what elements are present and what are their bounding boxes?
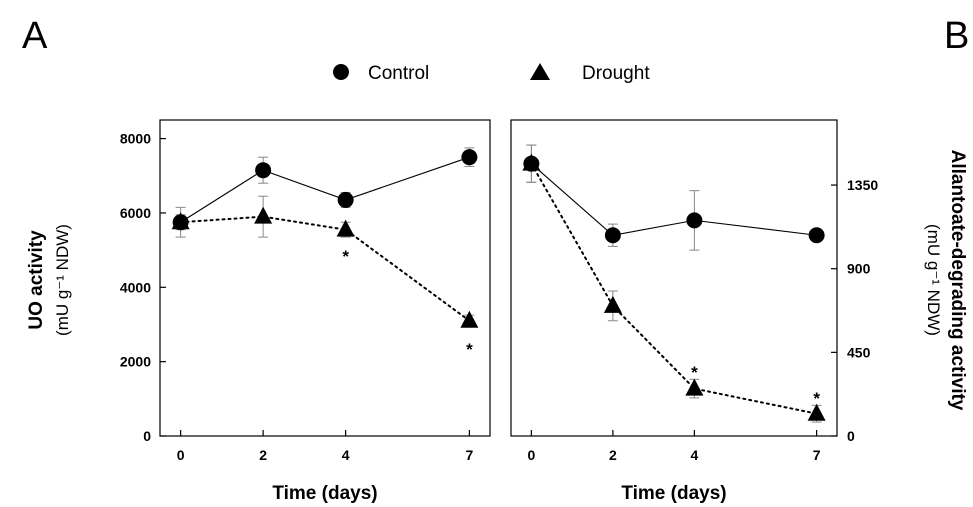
legend-drought-label: Drought <box>582 63 650 84</box>
panel-b-y-axis-title: Allantoate-degrading activity <box>947 150 968 411</box>
panel-b-control-point <box>808 227 825 244</box>
panel-a-drought-point <box>460 310 479 328</box>
panel-b-x-tick-label: 2 <box>609 447 617 463</box>
panel-a-drought-point <box>254 206 273 224</box>
panel-b-control-line <box>531 163 817 236</box>
panel-b-drought-point <box>807 403 826 421</box>
panel-b-x-tick-label: 7 <box>813 447 821 463</box>
panel-a-drought-point <box>171 212 190 230</box>
panel-b-x-axis-title: Time (days) <box>621 483 726 504</box>
panel-b-y-tick-label: 450 <box>847 344 871 360</box>
panel-a-control-point <box>337 191 354 208</box>
panel-a-control-point <box>255 162 272 179</box>
panel-b-drought-point <box>685 378 704 396</box>
legend-control-label: Control <box>368 63 429 84</box>
panel-a-y-tick-label: 0 <box>143 428 151 444</box>
panel-a-significance-star: * <box>466 340 473 359</box>
panel-b-chart: 0 450 900 1350 0 2 4 7 * * Time (days) Allantoat… <box>510 119 968 504</box>
panel-b-frame <box>510 119 838 437</box>
panel-b-x-tick-label: 0 <box>527 447 535 463</box>
panel-b-significance-star: * <box>813 389 820 408</box>
panel-a-x-tick-label: 7 <box>465 447 473 463</box>
panel-a-x-tick-label: 0 <box>177 447 185 463</box>
panel-b-drought-point <box>522 153 541 171</box>
panel-a-drought-line <box>179 215 471 322</box>
panel-b-control-point <box>686 212 703 229</box>
panel-a-control-point <box>461 149 478 166</box>
panel-a-y-tick-label: 2000 <box>120 354 151 370</box>
panel-b-drought-line <box>530 162 818 415</box>
panel-b-y-tick-label: 1350 <box>847 177 878 193</box>
panel-a-y-axis-title: UO activity <box>26 230 47 330</box>
panel-a-x-axis-title: Time (days) <box>272 483 377 504</box>
legend: Control Drought <box>333 63 650 84</box>
panel-b-y-tick-label: 900 <box>847 261 871 277</box>
panel-a-control-line <box>180 156 470 223</box>
panel-a-letter: A <box>22 15 48 57</box>
panel-a-x-tick-label: 4 <box>342 447 350 463</box>
panel-b-drought-point <box>603 295 622 313</box>
panel-b-y-axis-units: (mU g⁻¹ NDW) <box>924 224 943 336</box>
panel-a-frame <box>159 119 491 437</box>
panel-a-significance-star: * <box>342 247 349 266</box>
panel-a-y-tick-label: 6000 <box>120 205 151 221</box>
panel-b-x-tick-label: 4 <box>690 447 698 463</box>
legend-control-marker <box>333 64 349 80</box>
panel-b-significance-star: * <box>691 363 698 382</box>
panel-a-chart: 0 2000 4000 6000 8000 0 2 4 7 * * Time (days) UO … <box>26 119 491 504</box>
panel-b-y-tick-label: 0 <box>847 428 855 444</box>
panel-a-x-tick-label: 2 <box>259 447 267 463</box>
panel-a-y-tick-label: 4000 <box>120 279 151 295</box>
panel-a-y-tick-label: 8000 <box>120 131 151 147</box>
panel-b-letter: B <box>944 15 969 57</box>
panel-b-control-point <box>604 227 621 244</box>
legend-drought-marker <box>530 63 550 80</box>
panel-a-drought-point <box>336 219 355 237</box>
panel-a-y-axis-units: (mU g⁻¹ NDW) <box>53 224 72 336</box>
